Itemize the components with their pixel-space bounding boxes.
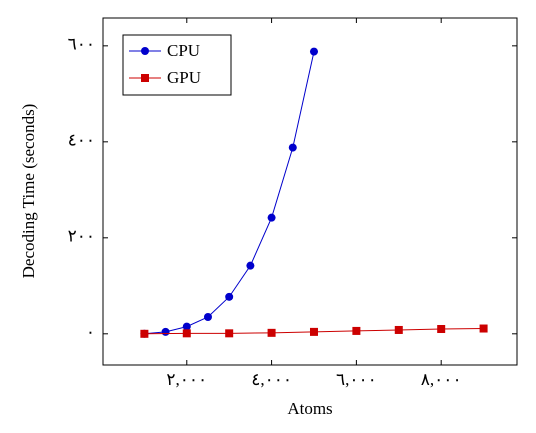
- x-tick-label: ٦,٠٠٠: [336, 370, 377, 389]
- point: [225, 329, 234, 338]
- point: [225, 292, 234, 301]
- y-tick-label: ٢٠٠: [68, 227, 95, 246]
- point: [288, 143, 297, 152]
- y-axis-label: Decoding Time (seconds): [19, 104, 38, 279]
- point: [182, 322, 191, 331]
- x-tick-label: ٢,٠٠٠: [166, 370, 207, 389]
- x-tick-label: ٨,٠٠٠: [421, 370, 462, 389]
- point: [309, 47, 318, 56]
- point: [394, 325, 403, 334]
- point: [267, 213, 276, 222]
- legend-label: CPU: [167, 41, 200, 60]
- plot-frame: [102, 17, 518, 366]
- legend-label: GPU: [167, 68, 201, 87]
- point: [352, 326, 361, 335]
- legend-marker: [141, 47, 149, 55]
- point: [267, 328, 276, 337]
- point: [309, 327, 318, 336]
- point: [161, 327, 170, 336]
- point: [479, 324, 488, 333]
- point: [140, 329, 149, 338]
- x-tick-label: ٤,٠٠٠: [251, 370, 292, 389]
- legend-box: [122, 34, 232, 96]
- point: [437, 325, 446, 334]
- legend: CPU GPU: [122, 34, 232, 96]
- y-tick-label: ٤٠٠: [68, 131, 95, 150]
- point: [203, 313, 212, 322]
- y-tick-label: ٦٠٠: [68, 35, 95, 54]
- legend-marker: [141, 74, 149, 82]
- point: [182, 329, 191, 338]
- point: [246, 261, 255, 270]
- x-axis-label: Atoms: [287, 399, 332, 418]
- y-tick-label: ٠: [86, 323, 95, 342]
